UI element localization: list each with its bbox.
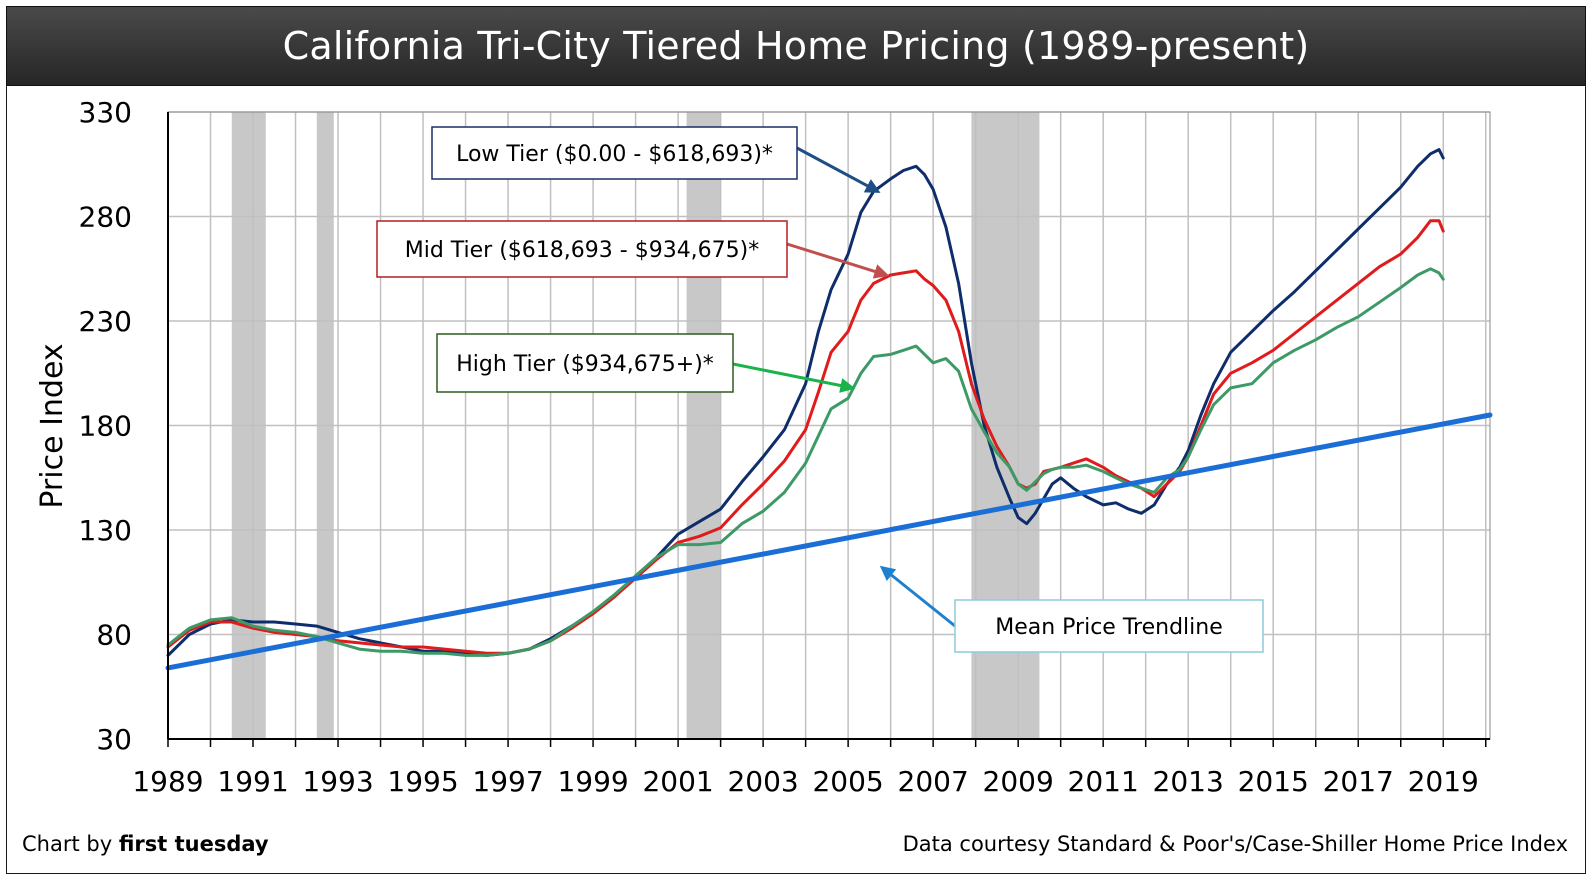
y-tick-label: 30 [96, 723, 132, 756]
x-tick-label: 2005 [812, 765, 883, 798]
x-tick-label: 2003 [727, 765, 798, 798]
y-tick-label: 330 [79, 96, 132, 129]
annotation-box-high [436, 333, 734, 393]
chart-title-bar: California Tri-City Tiered Home Pricing … [6, 6, 1586, 86]
x-tick-label: 1997 [472, 765, 543, 798]
x-tick-label: 1989 [132, 765, 203, 798]
axes [167, 112, 1490, 747]
x-tick-label: 1995 [387, 765, 458, 798]
chart-title: California Tri-City Tiered Home Pricing … [282, 24, 1310, 68]
x-tick-label: 1993 [302, 765, 373, 798]
y-tick-label: 280 [79, 201, 132, 234]
annotation-box-mid [376, 220, 788, 278]
series-line-mid [166, 219, 1445, 655]
footer-credit-prefix: Chart by [22, 832, 113, 856]
x-tick-label: 2007 [898, 765, 969, 798]
footer-credit: Chart by first tuesday [22, 832, 269, 856]
x-tick-label: 1999 [557, 765, 628, 798]
footer-credit-name: first tuesday [118, 832, 269, 856]
annotation-label-trend: Mean Price Trendline [995, 615, 1223, 640]
gridlines [167, 111, 1491, 740]
annotation-arrow-mid [786, 242, 890, 279]
tick-labels: 30 80 130 180 230 280 330 1989 1991 1993 1995 1997 1… [79, 96, 1479, 798]
annotation-label-mid: Mid Tier ($618,693 - $934,675)* [405, 238, 760, 263]
y-tick-label: 80 [96, 619, 132, 652]
annotation-box-trend [954, 599, 1264, 653]
y-tick-label: 180 [79, 410, 132, 443]
annotation-arrow-trend [879, 565, 956, 628]
footer-source: Data courtesy Standard & Poor's/Case-Shi… [902, 832, 1568, 856]
x-tick-label: 2019 [1408, 765, 1479, 798]
annotation-box-low [431, 126, 798, 180]
x-tick-label: 2011 [1068, 765, 1139, 798]
x-tick-label: 2017 [1323, 765, 1394, 798]
x-tick-label: 1991 [217, 765, 288, 798]
annotation-arrow-high [732, 362, 856, 393]
annotation-label-low: Low Tier ($0.00 - $618,693)* [456, 142, 773, 167]
x-tick-label: 2001 [642, 765, 713, 798]
series-lines [165, 148, 1493, 671]
series-line-low [166, 148, 1445, 657]
annotations: Low Tier ($0.00 - $618,693)* Mid Tier ($6… [376, 126, 1264, 653]
annotation-label-high: High Tier ($934,675+)* [456, 352, 714, 377]
series-line-trend [165, 412, 1493, 671]
y-tick-label: 130 [79, 514, 132, 547]
y-axis-label: Price Index [35, 343, 70, 508]
series-line-high [166, 267, 1445, 657]
x-tick-label: 2009 [983, 765, 1054, 798]
x-tick-label: 2015 [1238, 765, 1309, 798]
y-tick-label: 230 [79, 305, 132, 338]
annotation-arrow-low [796, 146, 881, 193]
x-tick-label: 2013 [1153, 765, 1224, 798]
